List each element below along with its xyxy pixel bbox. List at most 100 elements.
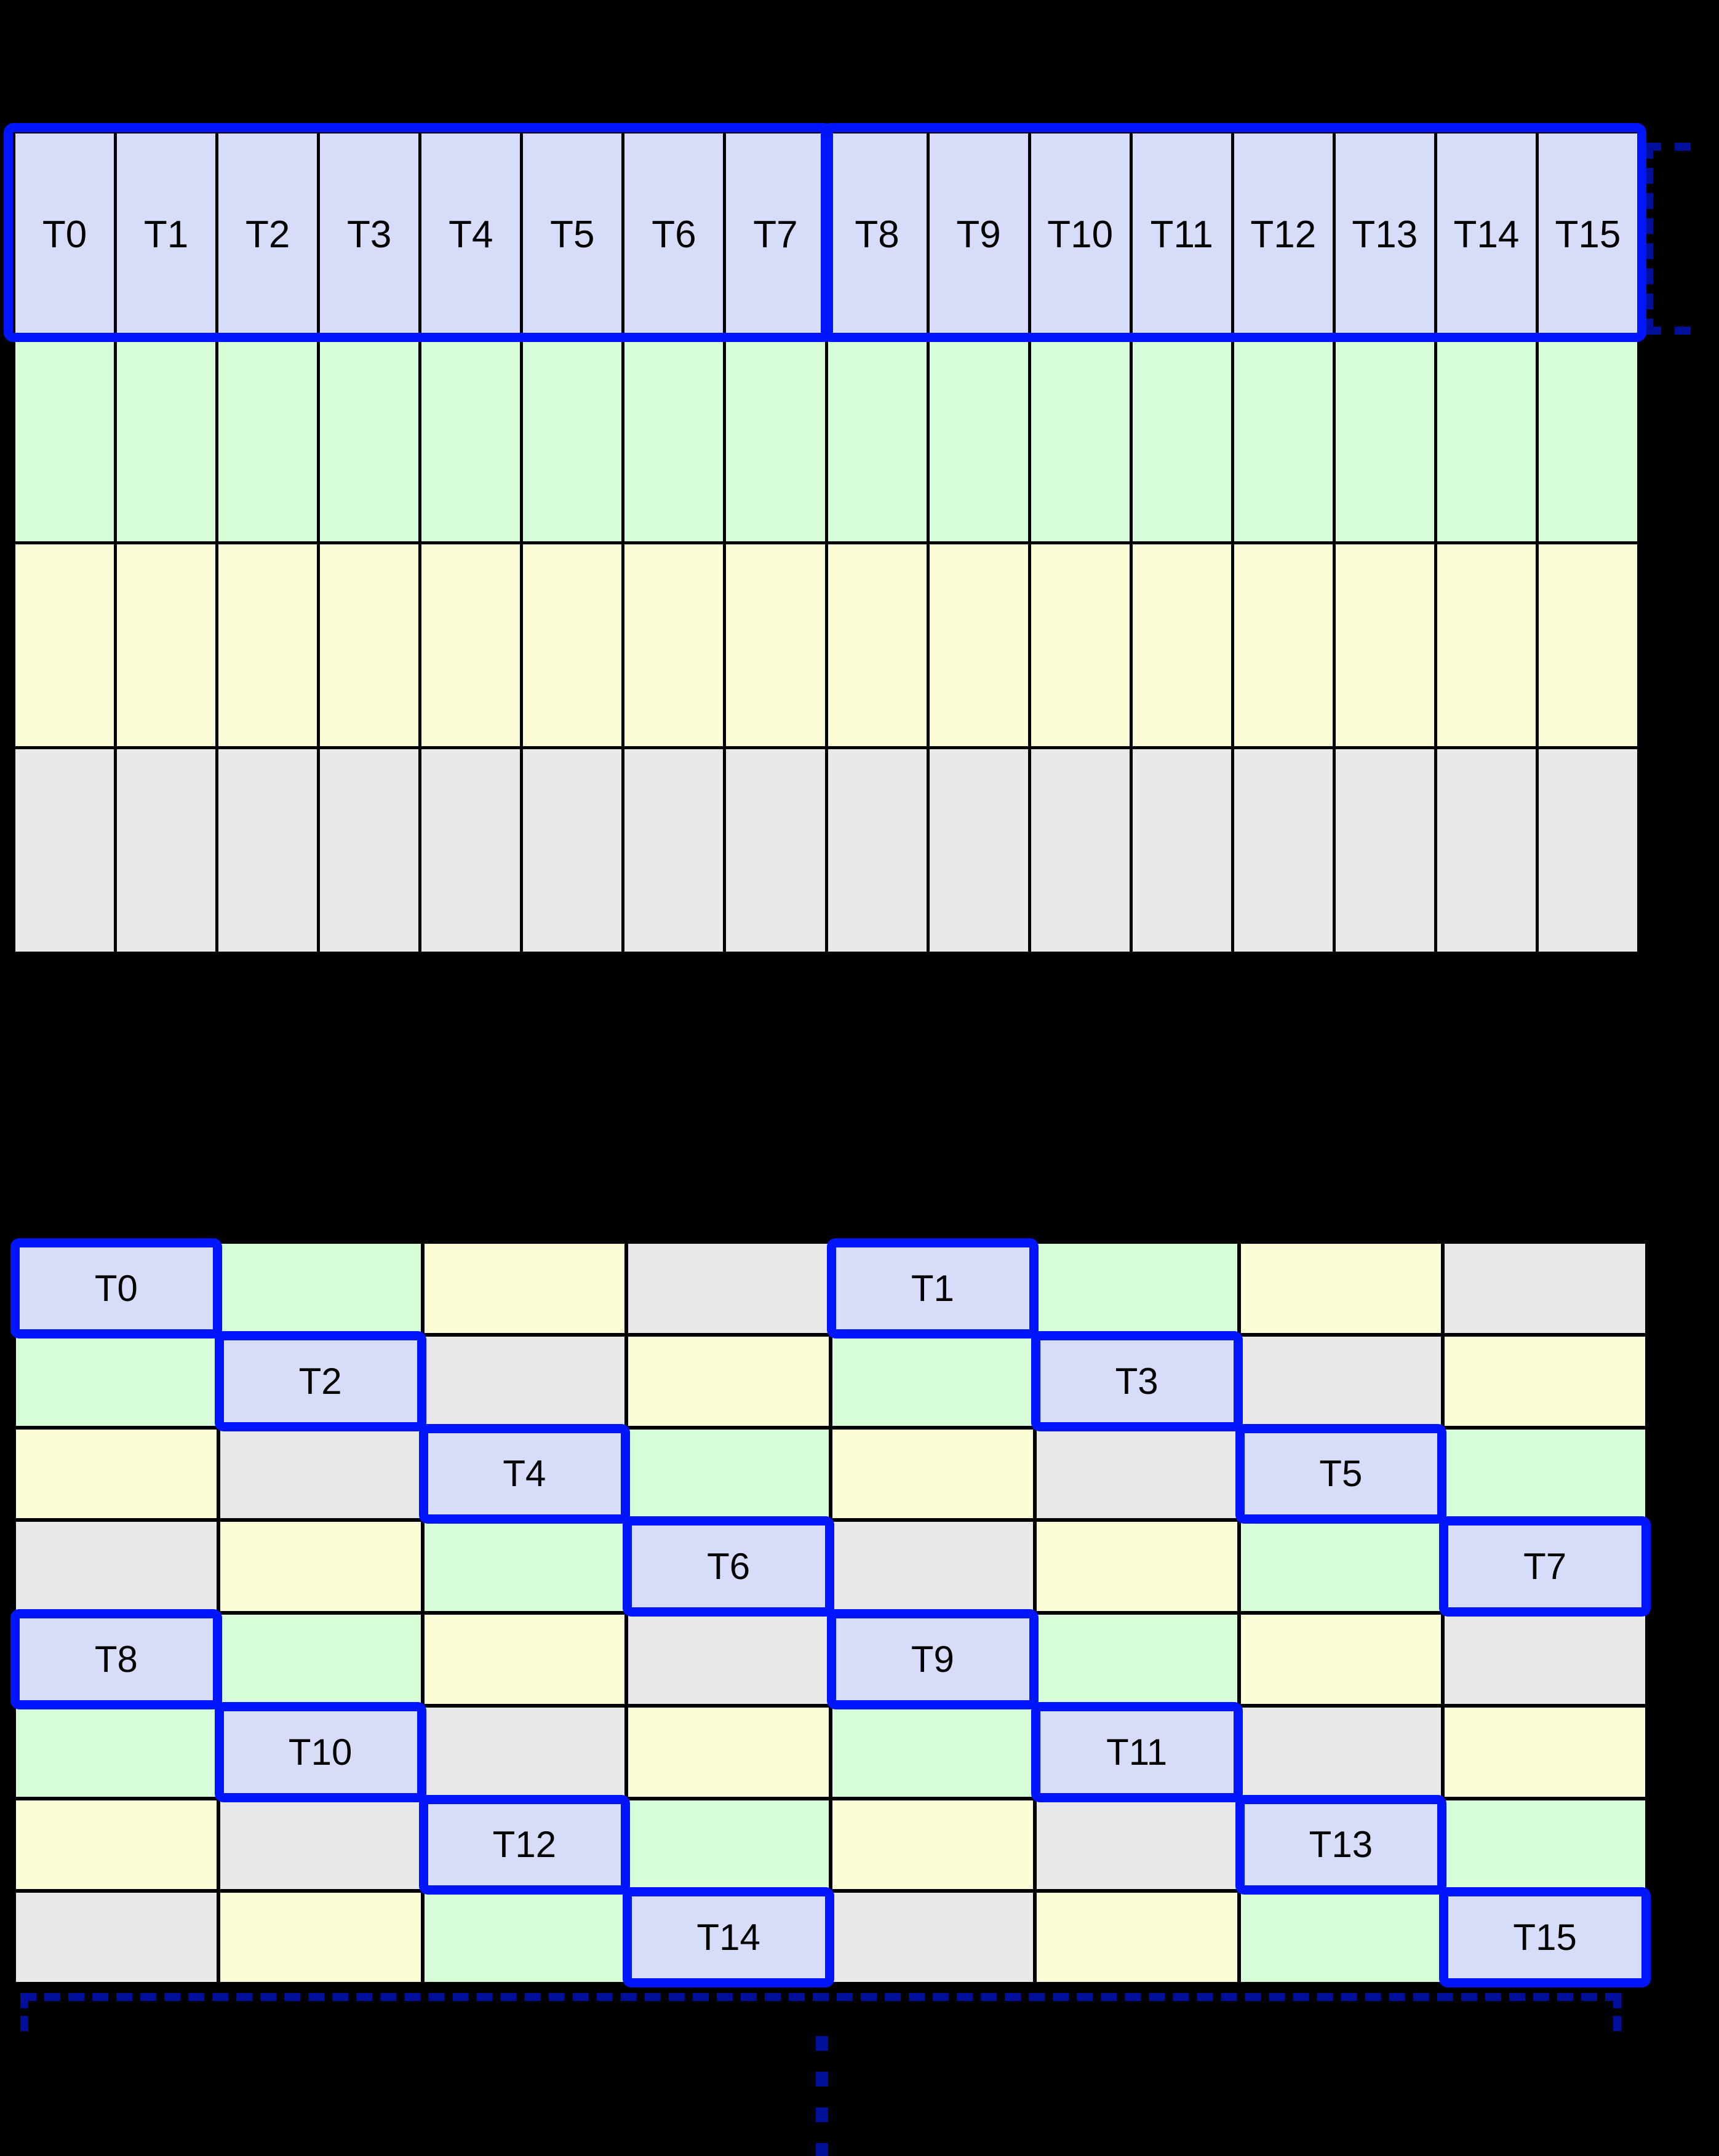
memory-cell — [421, 544, 520, 747]
memory-cell — [832, 1893, 1033, 1982]
thread-cell-t0: T0 — [10, 1238, 222, 1339]
thread-cell-t5: T5 — [1235, 1423, 1447, 1524]
memory-cell — [1240, 1893, 1442, 1982]
memory-cell — [16, 1429, 217, 1519]
memory-cell — [16, 1893, 217, 1982]
memory-cell — [421, 338, 520, 541]
thread-cell-t2: T2 — [214, 1331, 426, 1431]
memory-cell — [218, 749, 317, 952]
grid-width-bracket — [20, 1993, 1621, 2031]
memory-cell — [832, 1522, 1033, 1611]
diagonal-memory-grid: T0 T1 T2 T3 T4 T5 T6 T7 T8 T9 T10 T11 T12 T13 T14 T15 — [10, 1238, 1651, 1987]
memory-cell — [117, 338, 216, 541]
memory-cell — [320, 749, 419, 952]
thread-cell-t10: T10 — [1031, 133, 1130, 336]
memory-cell — [929, 749, 1028, 952]
memory-cell — [1240, 1707, 1442, 1797]
memory-cell — [1036, 1522, 1237, 1611]
memory-cell — [117, 749, 216, 952]
thread-cell-t5: T5 — [523, 133, 622, 336]
memory-cell — [15, 338, 114, 541]
memory-cell — [828, 544, 927, 747]
memory-cell — [624, 749, 724, 952]
memory-cell — [628, 1244, 829, 1333]
memory-cell — [1445, 1615, 1645, 1704]
memory-cell — [218, 544, 317, 747]
memory-cell — [628, 1707, 829, 1797]
memory-cell — [218, 338, 317, 541]
memory-cell — [220, 1615, 421, 1704]
memory-cell — [1335, 749, 1434, 952]
thread-cell-t6: T6 — [624, 133, 724, 336]
memory-cell — [1445, 1707, 1645, 1797]
memory-cell — [1234, 749, 1333, 952]
memory-cell — [832, 1800, 1033, 1890]
memory-cell — [1445, 1244, 1645, 1333]
memory-cell — [1538, 544, 1637, 747]
warp-row-bracket — [1645, 143, 1691, 335]
memory-cell — [424, 1336, 625, 1426]
thread-cell-t6: T6 — [623, 1516, 834, 1617]
memory-cell — [1031, 749, 1130, 952]
memory-cell — [1335, 544, 1434, 747]
thread-cell-t13: T13 — [1335, 133, 1434, 336]
thread-cell-t1: T1 — [827, 1238, 1039, 1339]
memory-cell — [1132, 544, 1231, 747]
thread-cell-t9: T9 — [827, 1609, 1039, 1709]
memory-cell — [726, 544, 825, 747]
memory-cell — [1437, 544, 1536, 747]
memory-cell — [1031, 338, 1130, 541]
memory-cell — [624, 544, 724, 747]
thread-cell-t15: T15 — [1439, 1887, 1651, 1987]
thread-cell-t4: T4 — [418, 1423, 631, 1524]
thread-cell-t3: T3 — [1031, 1331, 1243, 1431]
memory-cell — [523, 544, 622, 747]
memory-cell — [1234, 544, 1333, 747]
thread-cell-t12: T12 — [1234, 133, 1333, 336]
memory-cell — [523, 338, 622, 541]
thread-cell-t13: T13 — [1235, 1794, 1447, 1895]
memory-cell — [1240, 1336, 1442, 1426]
memory-cell — [628, 1615, 829, 1704]
memory-cell — [15, 749, 114, 952]
thread-cell-t1: T1 — [117, 133, 216, 336]
memory-cell — [1240, 1522, 1442, 1611]
memory-cell — [424, 1893, 625, 1982]
memory-cell — [929, 544, 1028, 747]
memory-cell — [1437, 338, 1536, 541]
thread-cell-t14: T14 — [1437, 133, 1536, 336]
memory-cell — [424, 1707, 625, 1797]
memory-cell — [1335, 338, 1434, 541]
thread-cell-t12: T12 — [418, 1794, 631, 1895]
memory-cell — [15, 544, 114, 747]
memory-cell — [320, 338, 419, 541]
ellipsis-dot — [816, 2072, 828, 2086]
memory-cell — [832, 1429, 1033, 1519]
memory-cell — [1445, 1336, 1645, 1426]
memory-cell — [1036, 1429, 1237, 1519]
memory-cell — [220, 1429, 421, 1519]
memory-cell — [1036, 1800, 1237, 1890]
memory-cell — [726, 749, 825, 952]
thread-cell-t7: T7 — [726, 133, 825, 336]
thread-cell-t3: T3 — [320, 133, 419, 336]
thread-cell-t7: T7 — [1439, 1516, 1651, 1617]
memory-cell — [1538, 338, 1637, 541]
thread-cell-t11: T11 — [1132, 133, 1231, 336]
memory-cell — [1031, 544, 1130, 747]
memory-cell — [1036, 1615, 1237, 1704]
thread-cell-t10: T10 — [214, 1701, 426, 1802]
memory-cell — [220, 1522, 421, 1611]
memory-cell — [320, 544, 419, 747]
memory-cell — [220, 1800, 421, 1890]
ellipsis-dot — [816, 2107, 828, 2122]
thread-cell-t4: T4 — [421, 133, 520, 336]
ellipsis-dot — [816, 2143, 828, 2156]
thread-cell-t11: T11 — [1031, 1701, 1243, 1802]
memory-cell — [628, 1800, 829, 1890]
memory-cell — [929, 338, 1028, 541]
memory-cell — [220, 1893, 421, 1982]
memory-cell — [1445, 1429, 1645, 1519]
memory-cell — [832, 1707, 1033, 1797]
memory-cell — [16, 1800, 217, 1890]
